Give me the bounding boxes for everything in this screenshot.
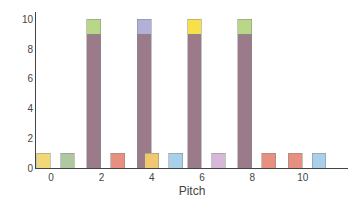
svg-text:0: 0 [48,172,54,183]
svg-text:Pitch: Pitch [179,184,206,198]
svg-text:6: 6 [27,73,33,84]
svg-text:4: 4 [27,103,33,114]
svg-text:2: 2 [99,172,105,183]
svg-text:6: 6 [199,172,205,183]
svg-text:8: 8 [27,44,33,55]
svg-text:0: 0 [27,163,33,174]
svg-text:2: 2 [27,133,33,144]
svg-text:10: 10 [22,14,34,25]
svg-text:4: 4 [149,172,155,183]
svg-text:8: 8 [250,172,256,183]
svg-text:10: 10 [297,172,309,183]
